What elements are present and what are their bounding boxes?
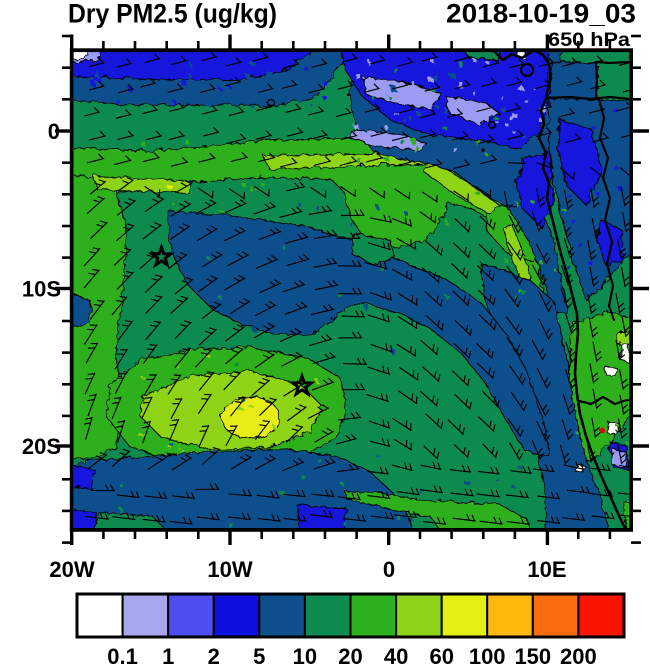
svg-text:60: 60 xyxy=(429,644,453,667)
svg-text:5: 5 xyxy=(253,644,265,667)
svg-text:10: 10 xyxy=(293,644,317,667)
svg-text:10S: 10S xyxy=(22,277,61,302)
svg-text:40: 40 xyxy=(384,644,408,667)
svg-text:20: 20 xyxy=(338,644,362,667)
svg-text:10E: 10E xyxy=(527,557,566,582)
svg-text:150: 150 xyxy=(514,644,551,667)
svg-text:200: 200 xyxy=(560,644,597,667)
svg-text:650 hPa: 650 hPa xyxy=(548,30,630,51)
svg-text:2: 2 xyxy=(208,644,220,667)
svg-text:10W: 10W xyxy=(207,557,252,582)
svg-text:20S: 20S xyxy=(22,434,61,459)
svg-text:1: 1 xyxy=(162,644,174,667)
svg-text:0: 0 xyxy=(48,119,60,144)
svg-text:2018-10-19_03: 2018-10-19_03 xyxy=(446,0,636,29)
svg-text:0: 0 xyxy=(383,557,395,582)
svg-text:Dry PM2.5 (ug/kg): Dry PM2.5 (ug/kg) xyxy=(68,0,277,29)
svg-text:0.1: 0.1 xyxy=(107,644,138,667)
svg-text:20W: 20W xyxy=(49,557,94,582)
svg-text:100: 100 xyxy=(469,644,506,667)
